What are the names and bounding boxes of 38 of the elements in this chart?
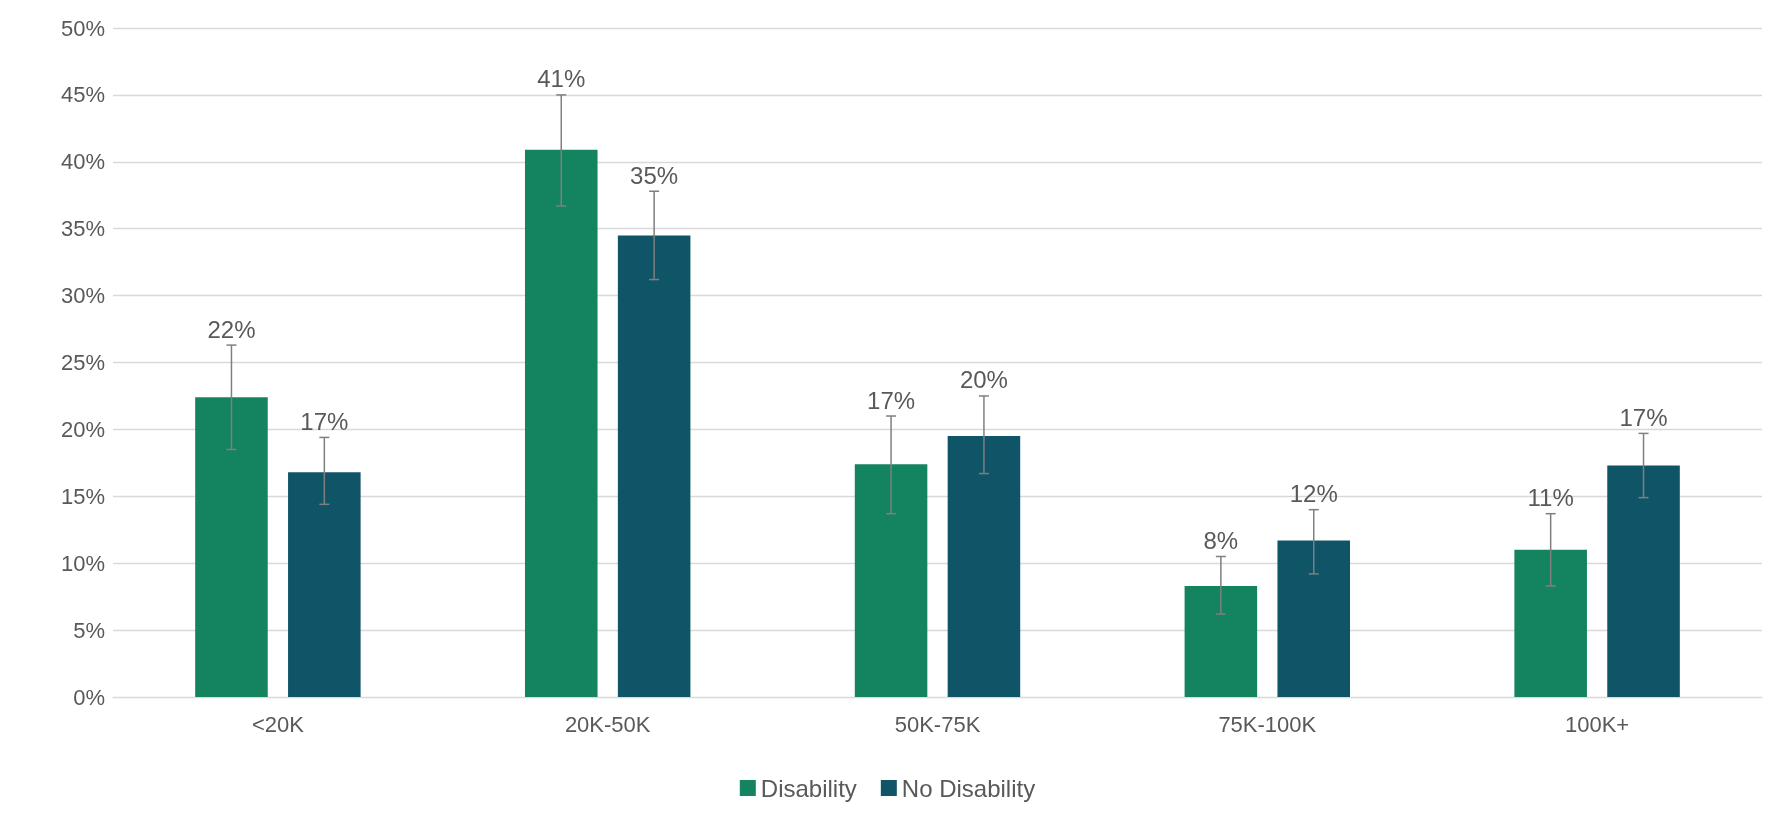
legend-label: Disability bbox=[760, 774, 857, 802]
bar bbox=[288, 472, 361, 697]
y-tick-label: 50% bbox=[60, 15, 105, 41]
x-tick-label: 50K-75K bbox=[894, 711, 981, 737]
data-label: 17% bbox=[1619, 403, 1668, 431]
data-label: 20% bbox=[959, 366, 1008, 394]
y-tick-label: 40% bbox=[60, 149, 105, 175]
bar bbox=[947, 436, 1021, 697]
x-tick-label: <20K bbox=[251, 711, 305, 737]
data-label: 17% bbox=[300, 407, 349, 435]
y-tick-label: 35% bbox=[60, 216, 105, 242]
y-tick-label: 15% bbox=[60, 483, 105, 509]
bar bbox=[854, 464, 928, 697]
bar bbox=[1607, 465, 1680, 697]
bar bbox=[1514, 549, 1587, 697]
y-tick-label: 25% bbox=[60, 350, 105, 375]
x-tick-label: 75K-100K bbox=[1218, 711, 1317, 737]
legend-label: No Disability bbox=[901, 774, 1036, 802]
data-label: 11% bbox=[1527, 484, 1574, 512]
y-tick-label: 45% bbox=[60, 82, 105, 108]
data-label: 12% bbox=[1289, 480, 1338, 508]
data-label: 22% bbox=[207, 315, 256, 343]
data-label: 17% bbox=[867, 386, 916, 414]
bar bbox=[195, 397, 268, 697]
bar bbox=[1184, 585, 1258, 697]
y-tick-label: 10% bbox=[60, 550, 105, 576]
x-tick-label: 100K+ bbox=[1564, 711, 1630, 737]
data-label: 8% bbox=[1203, 527, 1239, 555]
bar bbox=[524, 149, 598, 697]
data-label: 35% bbox=[630, 161, 679, 189]
data-label: 41% bbox=[537, 65, 586, 93]
y-tick-label: 30% bbox=[60, 283, 105, 309]
y-tick-label: 20% bbox=[60, 416, 105, 442]
x-tick-label: 20K-50K bbox=[564, 711, 651, 737]
y-tick-label: 5% bbox=[73, 617, 105, 643]
y-tick-label: 0% bbox=[73, 684, 105, 710]
bar bbox=[1277, 540, 1351, 697]
bar bbox=[617, 235, 691, 697]
